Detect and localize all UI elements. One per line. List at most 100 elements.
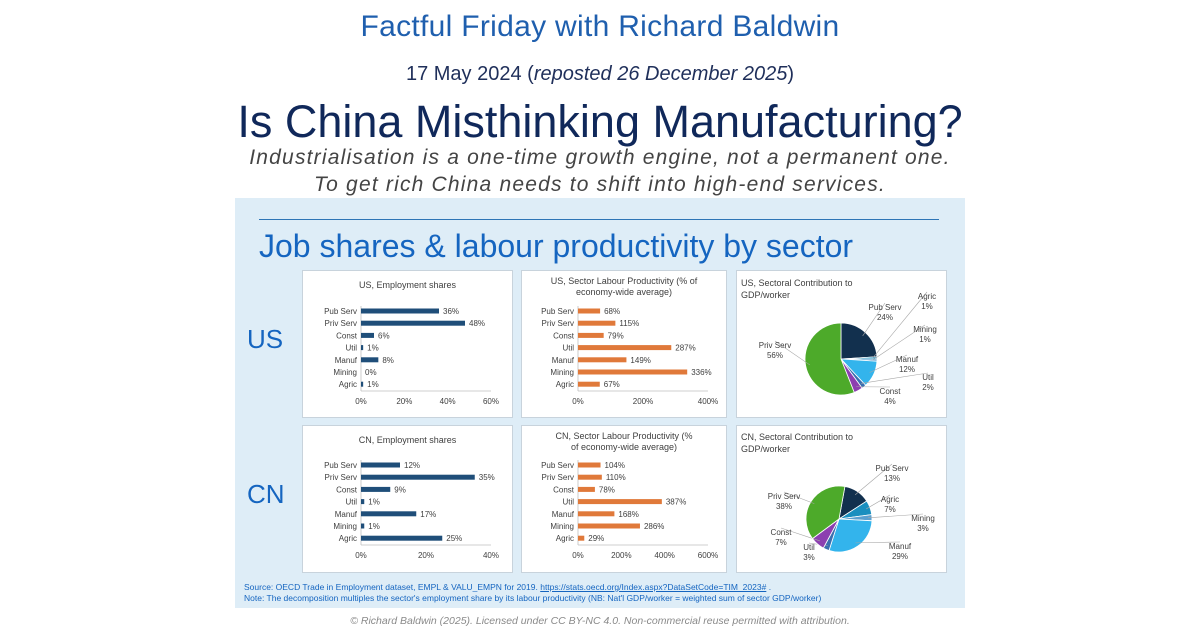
slice-label-const: 4% <box>884 397 896 406</box>
slice-label-agric: 7% <box>884 505 896 514</box>
data-label-agric: 25% <box>446 534 462 543</box>
bar-pub-serv <box>578 462 601 468</box>
tick-label: 0% <box>572 551 584 560</box>
data-label-mining: 286% <box>644 522 664 531</box>
bar-util <box>361 345 364 351</box>
us-employment-chart: US, Employment shares Pub Serv 36% Priv Ser… <box>324 280 499 406</box>
tick-label: 20% <box>396 397 412 406</box>
slice-name-priv-serv: Priv Serv <box>768 492 800 501</box>
tick-label: 600% <box>698 551 718 560</box>
category-label-util: Util <box>562 344 574 353</box>
subtitle-line-1: Industrialisation is a one-time growth e… <box>249 146 951 169</box>
bar-const <box>578 486 595 492</box>
slice-label-const: 7% <box>775 538 787 547</box>
slice-label-agric: 1% <box>921 302 933 311</box>
data-label-mining: 1% <box>368 522 380 531</box>
row-label-us: US <box>247 324 284 354</box>
cn-contribution-chart: CN, Sectoral Contribution to GDP/worker Pu… <box>741 432 935 562</box>
category-label-pub-serv: Pub Serv <box>324 461 357 470</box>
category-label-pub-serv: Pub Serv <box>541 461 574 470</box>
data-label-pub-serv: 12% <box>404 461 420 470</box>
us-productivity-card: US, Sector Labour Productivity (% of econ… <box>521 270 727 418</box>
chart-title: CN, Sectoral Contribution to <box>741 432 853 442</box>
data-label-util: 387% <box>666 498 686 507</box>
data-label-manuf: 17% <box>420 510 436 519</box>
slice-label-pub-serv: 13% <box>884 474 900 483</box>
data-label-const: 79% <box>608 331 624 340</box>
data-label-agric: 67% <box>604 380 620 389</box>
us-productivity-chart: US, Sector Labour Productivity (% ofecon… <box>541 276 718 406</box>
cn-productivity-card: CN, Sector Labour Productivity (% of econ… <box>521 425 727 573</box>
tick-label: 0% <box>355 397 367 406</box>
data-label-const: 6% <box>378 331 390 340</box>
us-contribution-card: US, Sectoral Contribution to GDP/worker Pu… <box>736 270 947 418</box>
data-label-manuf: 8% <box>382 356 394 365</box>
source-link[interactable]: https://stats.oecd.org/Index.aspx?DataSe… <box>540 582 767 592</box>
leader-line-mining <box>867 513 924 519</box>
bar-manuf <box>578 357 627 363</box>
category-label-manuf: Manuf <box>335 356 358 365</box>
leader-line-util <box>861 372 929 384</box>
category-label-util: Util <box>562 498 574 507</box>
data-label-priv-serv: 35% <box>479 473 495 482</box>
slice-pub-serv <box>840 322 878 360</box>
us-employment-card: US, Employment shares Pub Serv 36% Priv Ser… <box>302 270 513 418</box>
category-label-manuf: Manuf <box>552 356 575 365</box>
bar-const <box>361 332 374 338</box>
bar-priv-serv <box>578 474 602 480</box>
slice-label-pub-serv: 24% <box>877 313 893 322</box>
subtitle-line-2: To get rich China needs to shift into hi… <box>314 173 886 196</box>
slice-name-manuf: Manuf <box>889 542 912 551</box>
slice-name-util: Util <box>803 543 815 552</box>
data-label-mining: 0% <box>365 368 377 377</box>
category-label-mining: Mining <box>550 368 574 377</box>
category-label-const: Const <box>553 485 575 494</box>
leader-line-manuf <box>869 354 908 373</box>
slice-label-manuf: 29% <box>892 552 908 561</box>
bar-priv-serv <box>578 320 616 326</box>
tick-label: 200% <box>633 397 653 406</box>
cn-productivity-chart: CN, Sector Labour Productivity (%of econ… <box>541 431 718 560</box>
tick-label: 400% <box>698 397 718 406</box>
publish-date: 17 May 2024 <box>405 63 522 85</box>
category-label-agric: Agric <box>556 534 574 543</box>
bar-priv-serv <box>361 474 475 480</box>
slice-label-priv-serv: 38% <box>776 502 792 511</box>
data-label-agric: 29% <box>588 534 604 543</box>
leader-line-priv-serv <box>783 491 815 504</box>
bar-util <box>578 345 672 351</box>
leader-line-const <box>780 527 821 542</box>
category-label-agric: Agric <box>339 380 357 389</box>
category-label-manuf: Manuf <box>552 510 575 519</box>
data-label-const: 78% <box>599 485 615 494</box>
data-label-pub-serv: 36% <box>443 307 459 316</box>
source-note: Source: OECD Trade in Employment dataset… <box>244 582 771 592</box>
leader-line-mining <box>872 324 926 361</box>
chart-title: GDP/worker <box>741 444 790 454</box>
category-label-agric: Agric <box>556 380 574 389</box>
category-label-agric: Agric <box>339 534 357 543</box>
header-date: 17 May 2024 (reposted 26 December 2025) <box>0 63 1200 86</box>
bar-pub-serv <box>578 308 601 314</box>
slice-name-agric: Agric <box>881 495 899 504</box>
us-contribution-chart: US, Sectoral Contribution to GDP/worker Pu… <box>741 278 937 406</box>
row-label-cn: CN <box>247 479 285 509</box>
leader-line-agric <box>872 291 928 359</box>
bar-manuf <box>361 511 417 517</box>
cn-contribution-card: CN, Sectoral Contribution to GDP/worker Pu… <box>736 425 947 573</box>
leader-line-agric <box>866 494 891 510</box>
category-label-manuf: Manuf <box>335 510 358 519</box>
tick-label: 0% <box>572 397 584 406</box>
slice-name-priv-serv: Priv Serv <box>759 341 791 350</box>
leader-line-priv-serv <box>774 340 811 366</box>
category-label-priv-serv: Priv Serv <box>325 473 357 482</box>
leader-line-pub-serv <box>862 302 886 337</box>
data-label-mining: 336% <box>691 368 711 377</box>
source-text: Source: OECD Trade in Employment dataset… <box>244 582 541 592</box>
tick-label: 20% <box>418 551 434 560</box>
chart-title: US, Employment shares <box>359 280 457 290</box>
data-label-pub-serv: 68% <box>604 307 620 316</box>
cn-employment-card: CN, Employment shares Pub Serv 12% Priv Ser… <box>302 425 513 573</box>
data-label-util: 1% <box>368 498 380 507</box>
data-label-util: 287% <box>675 344 695 353</box>
